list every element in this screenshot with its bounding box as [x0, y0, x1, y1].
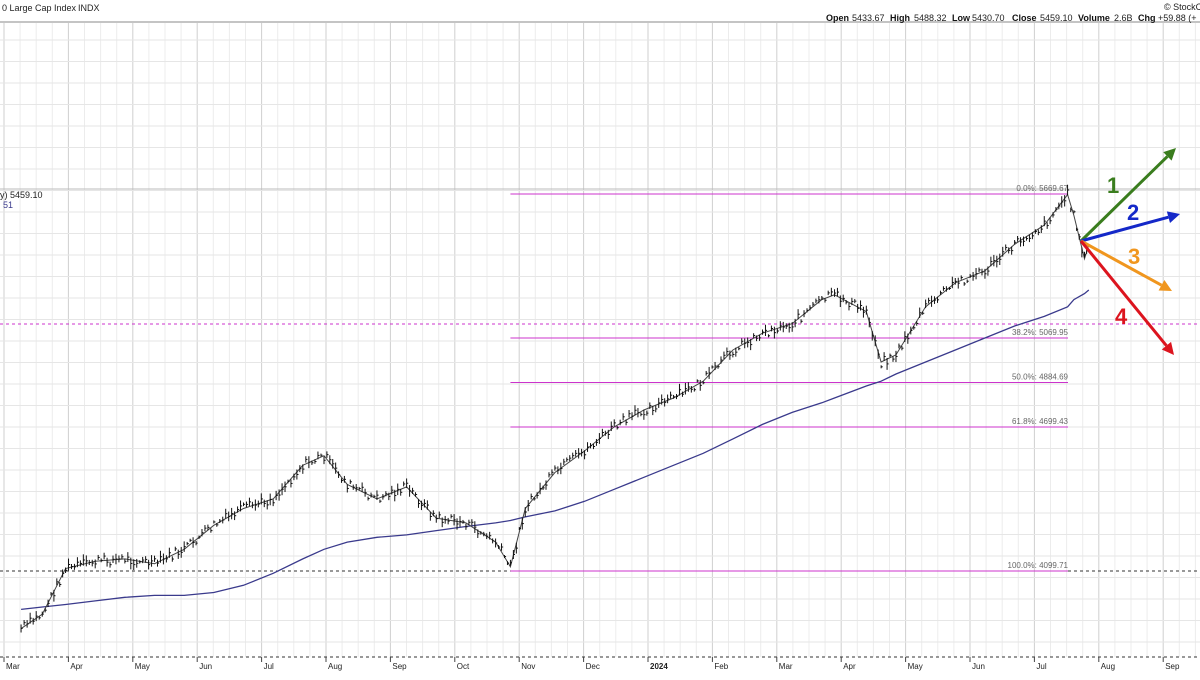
high-value: 5488.32 — [914, 13, 947, 23]
x-tick-label: Sep — [1165, 662, 1180, 671]
x-tick-label: Oct — [457, 662, 470, 671]
scenario-label: 2 — [1127, 200, 1139, 225]
x-tick-label: Feb — [714, 662, 728, 671]
chart-title: 0 Large Cap Index — [2, 3, 77, 13]
scenario-arrowhead — [1161, 341, 1174, 355]
scenario-arrowhead — [1166, 211, 1180, 223]
scenario-arrowhead — [1158, 279, 1172, 291]
x-tick-label: Mar — [6, 662, 20, 671]
fib-level-label: 0.0%: 5669.67 — [1016, 184, 1068, 193]
x-tick-label: Aug — [1101, 662, 1115, 671]
x-tick-label: Aug — [328, 662, 342, 671]
open-value: 5433.67 — [852, 13, 885, 23]
open-label: Open — [826, 13, 849, 23]
fib-level-label: 50.0%: 4884.69 — [1012, 373, 1069, 382]
chg-label: Chg — [1138, 13, 1156, 23]
grid-lines — [0, 23, 1200, 657]
scenario-label: 3 — [1128, 244, 1140, 269]
x-tick-label: Dec — [586, 662, 600, 671]
x-tick-label: Nov — [521, 662, 535, 671]
fib-level-label: 38.2%: 5069.95 — [1012, 328, 1069, 337]
x-tick-label: Mar — [779, 662, 793, 671]
volume-label: Volume — [1078, 13, 1110, 23]
x-tick-label: Apr — [70, 662, 83, 671]
legend-price: y) 5459.10 — [0, 190, 43, 200]
volume-value: 2.6B — [1114, 13, 1133, 23]
x-tick-label: Jul — [264, 662, 274, 671]
fibonacci-retracement: 0.0%: 5669.67 38.2%: 5069.95 50.0%: 4884.6… — [510, 184, 1069, 572]
low-value: 5430.70 — [972, 13, 1005, 23]
x-tick-label: Apr — [843, 662, 856, 671]
scenario-arrow — [1080, 239, 1163, 287]
scenario-label: 4 — [1115, 304, 1128, 329]
close-label: Close — [1012, 13, 1037, 23]
ma-line — [21, 289, 1090, 611]
fib-level-label: 100.0%: 4099.71 — [1008, 561, 1069, 570]
scenario-arrow — [1079, 240, 1168, 347]
scenario-arrow — [1080, 215, 1169, 243]
legend-ma: 51 — [3, 200, 13, 210]
x-tick-label: May — [135, 662, 150, 671]
x-tick-label: Jul — [1036, 662, 1046, 671]
close-value: 5459.10 — [1040, 13, 1073, 23]
scenario-arrowhead — [1163, 148, 1176, 161]
x-tick-label: Sep — [392, 662, 407, 671]
exchange-label: INDX — [78, 3, 100, 13]
price-series — [20, 184, 1090, 633]
high-label: High — [890, 13, 910, 23]
scenario-label: 1 — [1107, 173, 1119, 198]
fib-level-label: 61.8%: 4699.43 — [1012, 417, 1069, 426]
x-tick-label: Jun — [972, 662, 985, 671]
brand-label: © StockC — [1164, 2, 1200, 12]
low-label: Low — [952, 13, 971, 23]
scenario-arrow — [1079, 155, 1169, 243]
x-tick-label: May — [908, 662, 923, 671]
x-tick-label: 2024 — [650, 662, 668, 671]
moving-average — [21, 289, 1090, 611]
x-tick-label: Jun — [199, 662, 212, 671]
x-axis-ticks: Mar Apr May Jun Jul Aug Sep Oct Nov Dec 2024 Feb Mar… — [3, 657, 1180, 671]
chg-value: +59.88 (+ — [1158, 13, 1197, 23]
scenario-arrows: 12 3 4 — [1079, 148, 1180, 355]
